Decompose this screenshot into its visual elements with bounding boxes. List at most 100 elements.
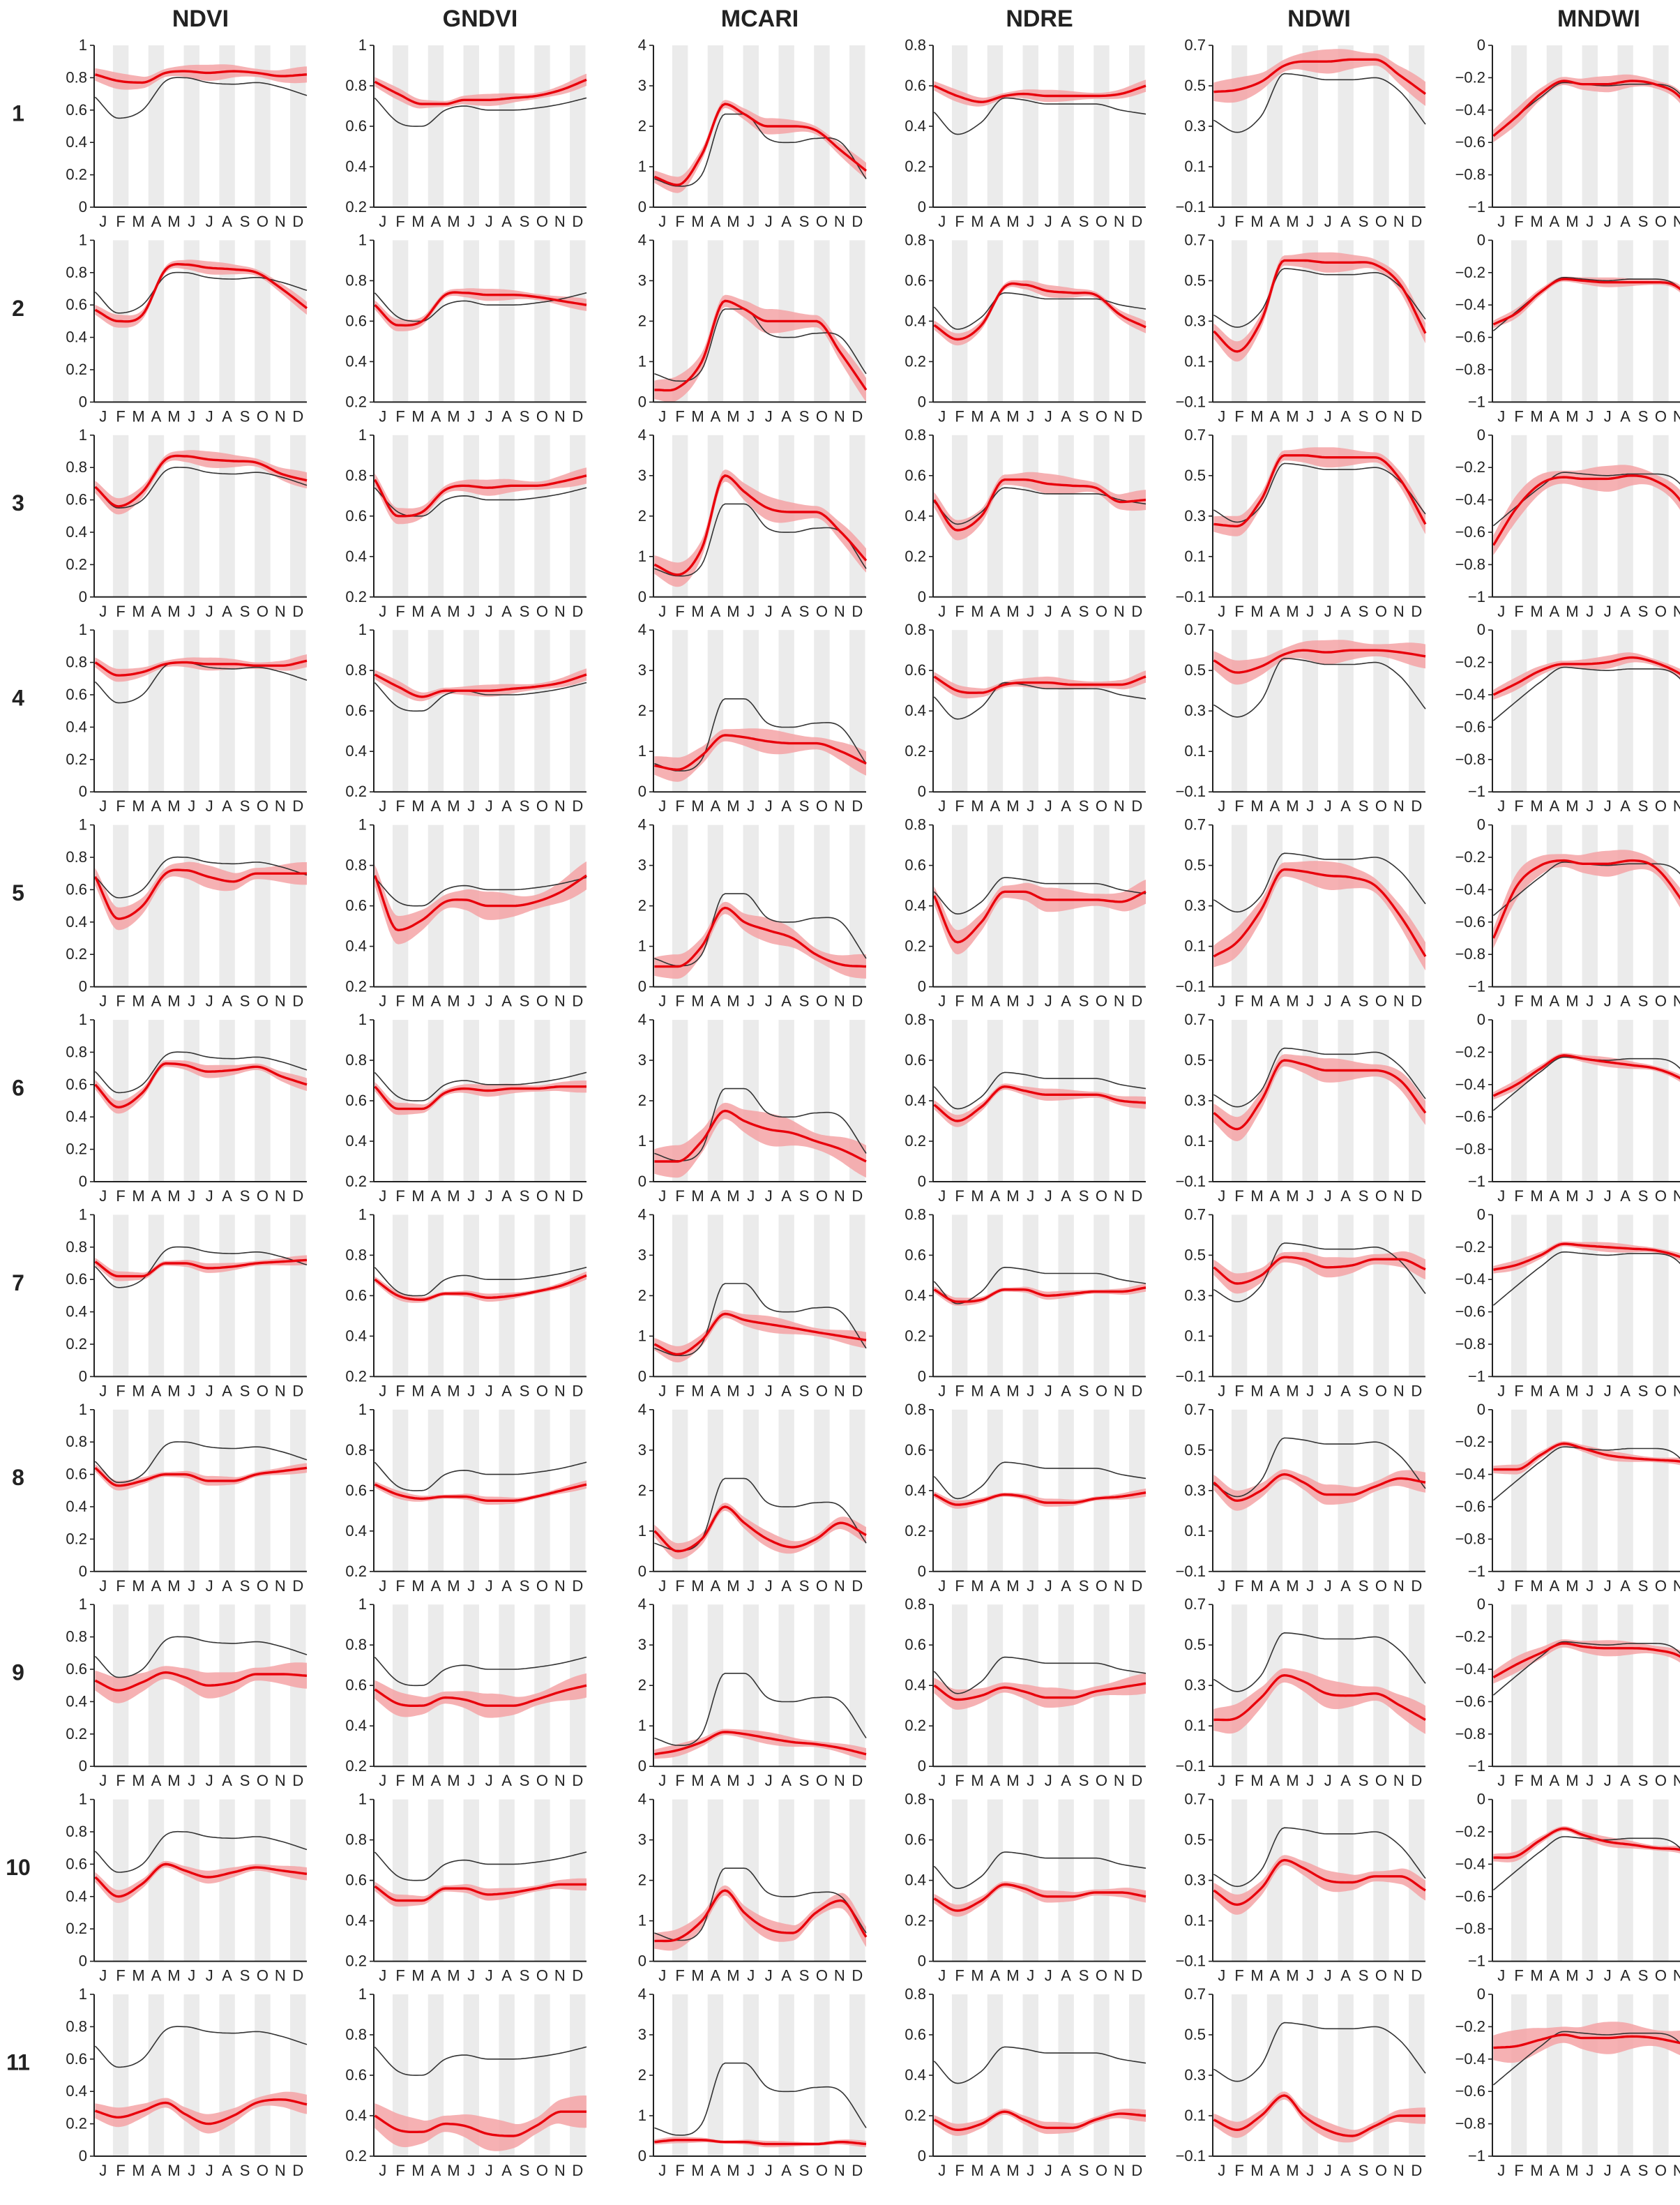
y-tick-label: −0.8 — [1455, 945, 1485, 963]
x-tick-label: J — [1586, 1577, 1594, 1595]
x-tick-label: D — [572, 2162, 583, 2179]
reference-curve — [933, 1851, 1147, 1890]
month-shade-band — [1511, 1409, 1527, 1572]
month-shade-band — [1617, 45, 1633, 207]
y-tick-label: 0.4 — [66, 1888, 87, 1905]
row-label-5: 5 — [12, 880, 24, 905]
month-shade-band — [392, 825, 409, 987]
x-tick-label: J — [1218, 1577, 1225, 1595]
x-tick-label: D — [572, 797, 583, 815]
month-shade-band — [849, 1214, 865, 1377]
month-shade-band — [672, 825, 688, 987]
panel-8-mndwi: −1−0.8−0.6−0.4−0.20JFMAMJJASOND — [1455, 1401, 1680, 1595]
y-tick-label: −1 — [1468, 1563, 1485, 1580]
month-shade-band — [743, 1994, 759, 2156]
y-tick-label: 0.2 — [345, 978, 367, 995]
y-tick-label: 0.8 — [905, 1401, 926, 1418]
panel-1-ndwi: −0.10.10.30.50.7J F M A M J J A S O N D — [1176, 36, 1427, 230]
month-shade-band — [672, 1020, 688, 1182]
cluster-range-band — [934, 80, 1146, 107]
x-tick-label: A — [1061, 993, 1071, 1010]
month-shade-band — [1022, 1799, 1038, 1962]
x-tick-label: O — [1655, 213, 1667, 230]
y-tick-label: 1 — [79, 816, 87, 834]
x-tick-label: F — [955, 797, 964, 815]
x-tick-label: J — [747, 213, 755, 230]
x-tick-label: M — [447, 1382, 460, 1399]
x-tick-label: J — [658, 213, 666, 230]
y-tick-label: −0.1 — [1176, 198, 1206, 216]
panel-2-gndvi: 0.20.40.60.81J F M A M J J A S O N D — [345, 231, 587, 425]
y-tick-label: −0.4 — [1455, 686, 1485, 703]
x-tick-label: A — [990, 1772, 1001, 1789]
y-tick-label: −0.8 — [1455, 751, 1485, 768]
y-tick-label: 0.7 — [1184, 1791, 1206, 1808]
y-tick-label: 0.2 — [66, 166, 87, 183]
y-tick-label: 0.6 — [905, 1636, 926, 1653]
month-shade-band — [1093, 45, 1110, 207]
panel-7-ndwi: −0.10.10.30.50.7J F M A M J J A S O N D — [1176, 1205, 1426, 1399]
y-tick-label: 3 — [638, 467, 646, 484]
x-tick-label: O — [536, 797, 548, 815]
x-tick-label: F — [675, 1577, 684, 1595]
y-tick-label: 0.4 — [345, 742, 367, 760]
x-tick-label: F — [955, 213, 964, 230]
x-tick-label: O — [1375, 407, 1387, 425]
y-tick-label: −0.2 — [1455, 1043, 1485, 1060]
x-tick-label: S — [1359, 993, 1369, 1010]
x-tick-label: S — [1638, 993, 1649, 1010]
month-shade-band — [1582, 825, 1598, 987]
reference-curve — [654, 1283, 867, 1357]
month-shade-band — [987, 435, 1004, 597]
x-tick-label: A — [431, 603, 441, 620]
cluster-mean-line — [933, 1883, 1147, 1912]
x-tick-label: O — [816, 797, 828, 815]
x-tick-label: S — [1638, 1382, 1649, 1399]
x-tick-label: J — [206, 213, 213, 230]
month-shade-band — [427, 45, 444, 207]
x-tick-label: J — [379, 1967, 386, 1985]
x-tick-label: M — [971, 993, 983, 1010]
x-tick-label: F — [1514, 1187, 1523, 1205]
x-tick-label: F — [1234, 213, 1243, 230]
y-tick-label: 0.7 — [1184, 1011, 1206, 1028]
y-tick-label: 0.7 — [1184, 1205, 1206, 1223]
cluster-mean-line — [654, 906, 867, 968]
x-tick-label: M — [727, 1382, 739, 1399]
x-tick-label: D — [572, 1967, 583, 1985]
panel-9-ndwi: −0.10.10.30.50.7J F M A M J J A S O N D — [1176, 1595, 1426, 1789]
x-tick-label: A — [711, 2162, 721, 2179]
month-shade-band — [1093, 1020, 1110, 1182]
x-tick-label: A — [222, 603, 232, 620]
panel-7-ndvi: 00.20.40.60.81J F M A M J J A S O N D — [66, 1205, 308, 1399]
month-shade-band — [1373, 630, 1389, 792]
x-tick-label: S — [1359, 407, 1369, 425]
x-tick-label: M — [727, 1187, 739, 1205]
reference-curve — [1213, 1047, 1426, 1108]
cluster-mean-line — [94, 262, 308, 323]
x-tick-label: J — [1324, 1577, 1332, 1595]
month-shade-band — [427, 240, 444, 402]
month-shade-band — [1266, 45, 1283, 207]
x-tick-label: J — [747, 407, 755, 425]
x-tick-label: M — [971, 603, 983, 620]
month-shade-band — [112, 1214, 129, 1377]
month-shade-band — [987, 45, 1004, 207]
y-tick-label: 0.7 — [1184, 1985, 1206, 2003]
x-tick-label: F — [116, 797, 125, 815]
y-tick-label: 0.6 — [905, 857, 926, 874]
x-tick-label: D — [852, 1187, 863, 1205]
x-tick-label: A — [781, 407, 792, 425]
x-tick-label: A — [1550, 1187, 1560, 1205]
month-shade-band — [778, 1799, 794, 1962]
x-tick-label: O — [1096, 797, 1107, 815]
x-tick-label: M — [1566, 1577, 1578, 1595]
x-tick-label: M — [1530, 1382, 1543, 1399]
month-shade-band — [778, 1020, 794, 1182]
x-tick-label: O — [1096, 1967, 1107, 1985]
x-tick-label: N — [1673, 797, 1680, 815]
column-title-ndre: NDRE — [1006, 6, 1073, 32]
x-tick-label: D — [292, 2162, 303, 2179]
